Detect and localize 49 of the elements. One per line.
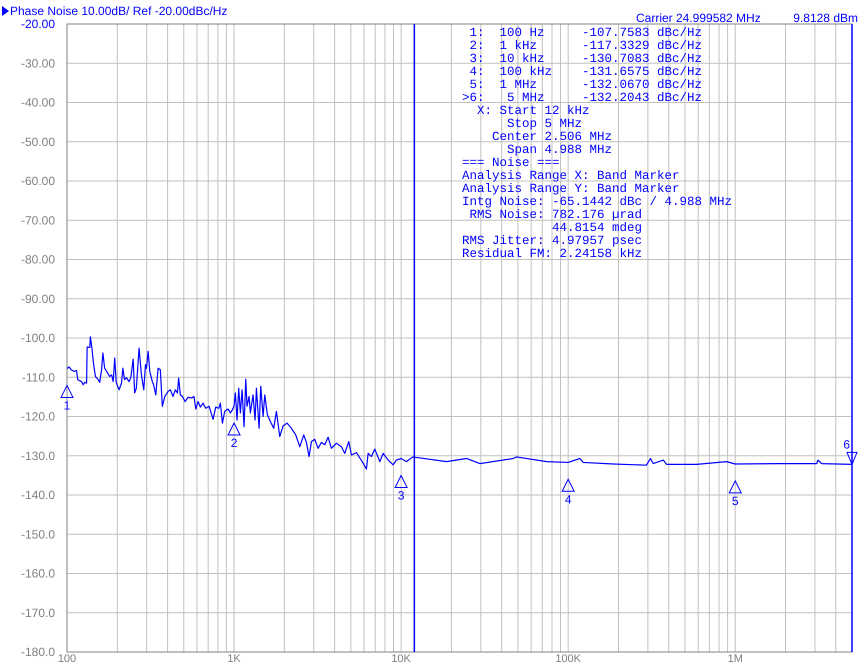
y-tick-label: -170.0 [20, 606, 56, 620]
annotation: Residual FM: 2.24158 kHz [462, 247, 642, 261]
annotation: 4: 100 kHz -131.6575 dBc/Hz [462, 65, 702, 79]
x-tick-label: 10K [391, 653, 412, 664]
y-tick-label: -140.0 [20, 488, 56, 502]
chart-title: Phase Noise 10.00dB/ Ref -20.00dBc/Hz [10, 4, 228, 18]
annotation: Center 2.506 MHz [462, 130, 612, 144]
annotation: Stop 5 MHz [462, 117, 582, 131]
y-tick-label: -40.00 [20, 96, 56, 110]
y-tick-label: -50.00 [20, 134, 56, 149]
annotation: RMS Noise: 782.176 µrad [462, 208, 642, 222]
y-tick-label: -100.0 [20, 331, 56, 346]
annotation: 44.8154 mdeg [462, 221, 642, 235]
annotation: 1: 100 Hz -107.7583 dBc/Hz [462, 26, 702, 40]
annotation: Span 4.988 MHz [462, 143, 612, 157]
y-tick-label: -130.0 [20, 448, 56, 463]
y-tick-label: -90.00 [20, 292, 56, 306]
annotation: 3 [398, 488, 405, 503]
annotation: Analysis Range Y: Band Marker [462, 182, 680, 196]
annotation: 3: 10 kHz -130.7083 dBc/Hz [462, 52, 702, 66]
annotation: 2 [230, 436, 238, 450]
y-tick-label: -60.00 [20, 174, 56, 188]
y-tick-label: -120.0 [20, 410, 56, 424]
x-tick-label: 100 [58, 653, 76, 664]
annotation: Analysis Range X: Band Marker [462, 169, 680, 183]
annotation: 2: 1 kHz -117.3329 dBc/Hz [462, 39, 702, 53]
annotation: X: Start 12 kHz [462, 104, 590, 118]
annotation: 1 [64, 398, 71, 412]
annotation: >6: 5 MHz -132.2043 dBc/Hz [462, 91, 702, 105]
x-tick-label: 100K [555, 653, 582, 664]
y-tick-label: -80.00 [20, 252, 56, 267]
annotation: Intg Noise: -65.1442 dBc / 4.988 MHz [462, 195, 732, 209]
annotation: 5: 1 MHz -132.0670 dBc/Hz [462, 78, 702, 92]
annotation: RMS Jitter: 4.97957 psec [462, 234, 642, 248]
annotation: === Noise === [462, 156, 560, 170]
y-tick-label: -20.00 [20, 17, 56, 32]
y-tick-label: -110.0 [22, 370, 56, 384]
annotation: 4 [564, 492, 572, 506]
annotation: Carrier 24.999582 MHz [636, 11, 761, 25]
x-tick-label: 1K [227, 653, 242, 664]
y-tick-label: -150.0 [20, 527, 56, 542]
y-tick-label: -30.00 [20, 56, 56, 70]
x-tick-label: 1M [728, 653, 743, 664]
annotation: 5 [732, 494, 739, 508]
y-tick-label: -180.0 [20, 645, 56, 660]
y-tick-label: -160.0 [20, 566, 56, 581]
annotation: 9.8128 dBm [793, 11, 858, 25]
y-tick-label: -70.00 [20, 213, 56, 228]
annotation: 6 [843, 437, 850, 452]
